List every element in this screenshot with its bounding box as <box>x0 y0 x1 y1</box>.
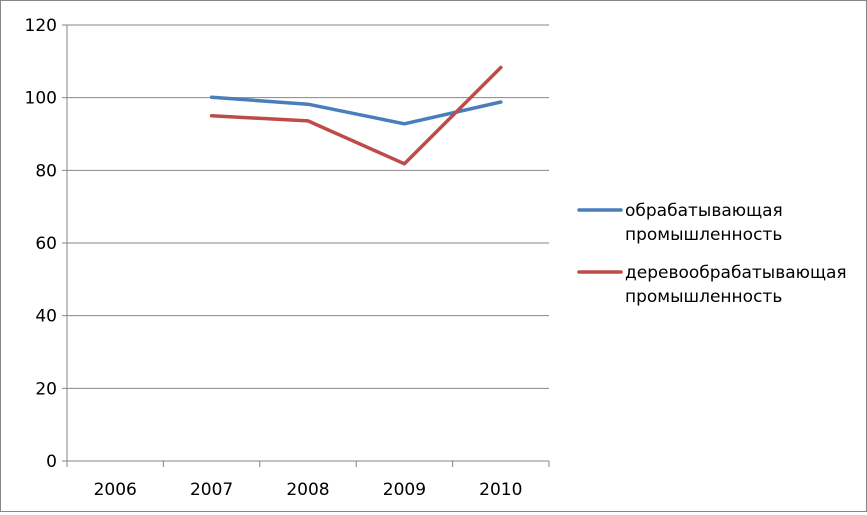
x-tick-label: 2007 <box>190 480 233 500</box>
series-lines <box>209 65 503 166</box>
series-line-1 <box>209 95 503 126</box>
gridlines <box>67 24 549 389</box>
y-tick-label: 100 <box>25 89 57 109</box>
y-tick-label: 120 <box>25 16 57 36</box>
series-line-2 <box>209 65 503 166</box>
x-tick-label: 2010 <box>479 480 522 500</box>
x-tick-label: 2006 <box>94 480 137 500</box>
y-tick-label: 40 <box>35 307 57 327</box>
x-tick-label: 2008 <box>286 480 329 500</box>
y-tick-label: 0 <box>46 452 57 472</box>
axes: 0 20 40 60 80 100 120 2006 2007 2008 2009 2010 <box>25 16 550 500</box>
y-tick-label: 20 <box>35 379 57 399</box>
y-tick-label: 80 <box>35 161 57 181</box>
x-tick-label: 2009 <box>383 480 426 500</box>
legend-label-1: обрабатывающая промышленность <box>625 201 783 245</box>
legend: обрабатывающая промышленность деревообраба… <box>577 201 847 307</box>
y-tick-label: 60 <box>35 234 57 254</box>
legend-label-2: деревообрабатывающая промышленность <box>625 263 847 307</box>
